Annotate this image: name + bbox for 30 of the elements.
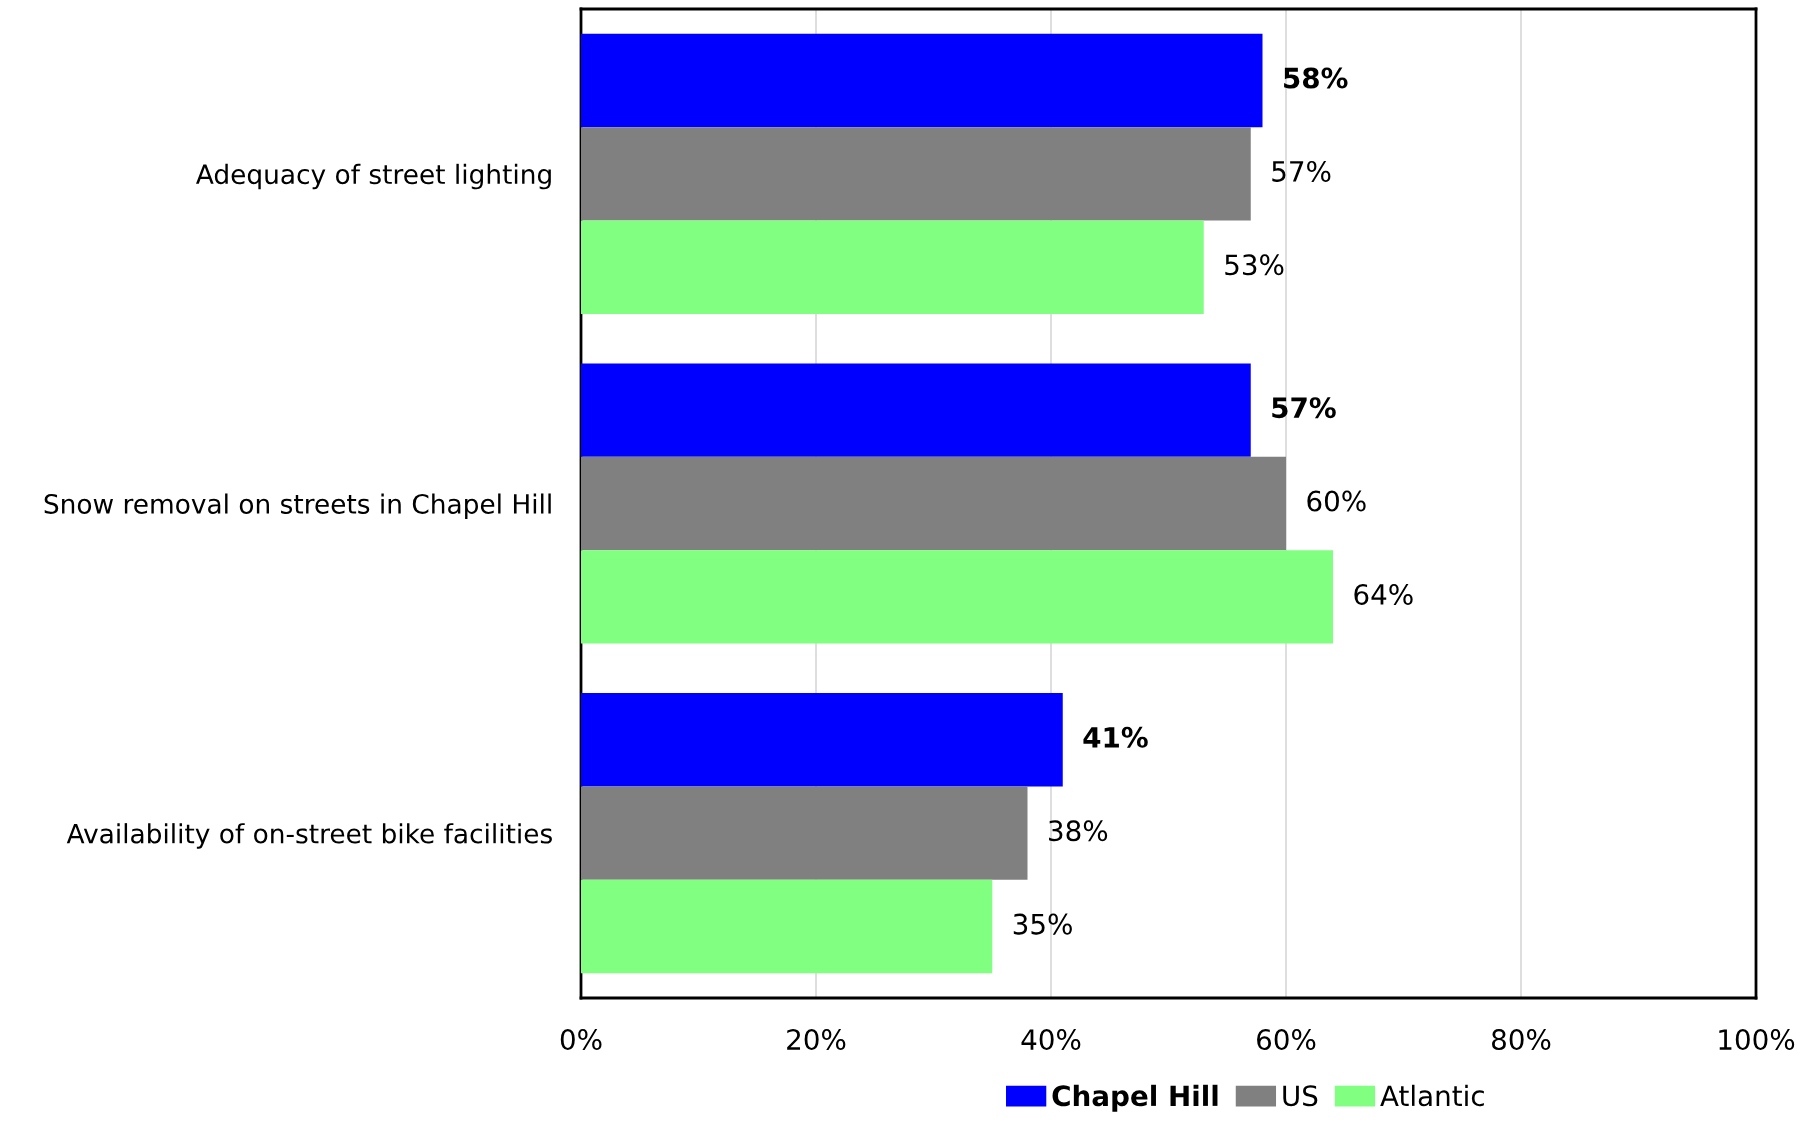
bar (581, 220, 1204, 314)
data-label: 60% (1307, 490, 1366, 512)
x-tick-label: 100% (1719, 1029, 1795, 1051)
data-label: 57% (1272, 160, 1331, 182)
data-label: 35% (1013, 913, 1072, 935)
data-label: 41% (1083, 726, 1148, 748)
bar (581, 363, 1251, 457)
bar (581, 786, 1028, 880)
bar (581, 550, 1333, 644)
y-tick-label: Adequacy of street lighting (196, 163, 551, 190)
data-label: 64% (1354, 583, 1413, 605)
data-label: 53% (1225, 254, 1284, 276)
bar (581, 33, 1263, 128)
bar (581, 127, 1251, 221)
data-label: 57% (1272, 397, 1336, 419)
x-tick-label: 40% (1021, 1029, 1081, 1051)
legend-label: US (1283, 1085, 1318, 1107)
bar (581, 879, 993, 974)
y-tick-label: Availability of on-street bike facilities (66, 823, 552, 849)
legend-label: Chapel Hill (1052, 1084, 1218, 1112)
data-label: 58% (1284, 67, 1348, 89)
legend-label: Atlantic (1380, 1084, 1484, 1107)
x-tick-label: 0% (560, 1029, 602, 1051)
x-tick-label: 20% (787, 1029, 846, 1051)
x-tick-label: 80% (1492, 1029, 1551, 1051)
data-label: 38% (1049, 820, 1108, 842)
x-tick-label: 60% (1257, 1029, 1316, 1051)
y-tick-label: Snow removal on streets in Chapel Hill (44, 493, 551, 520)
bar (581, 456, 1286, 551)
bar (581, 693, 1063, 787)
